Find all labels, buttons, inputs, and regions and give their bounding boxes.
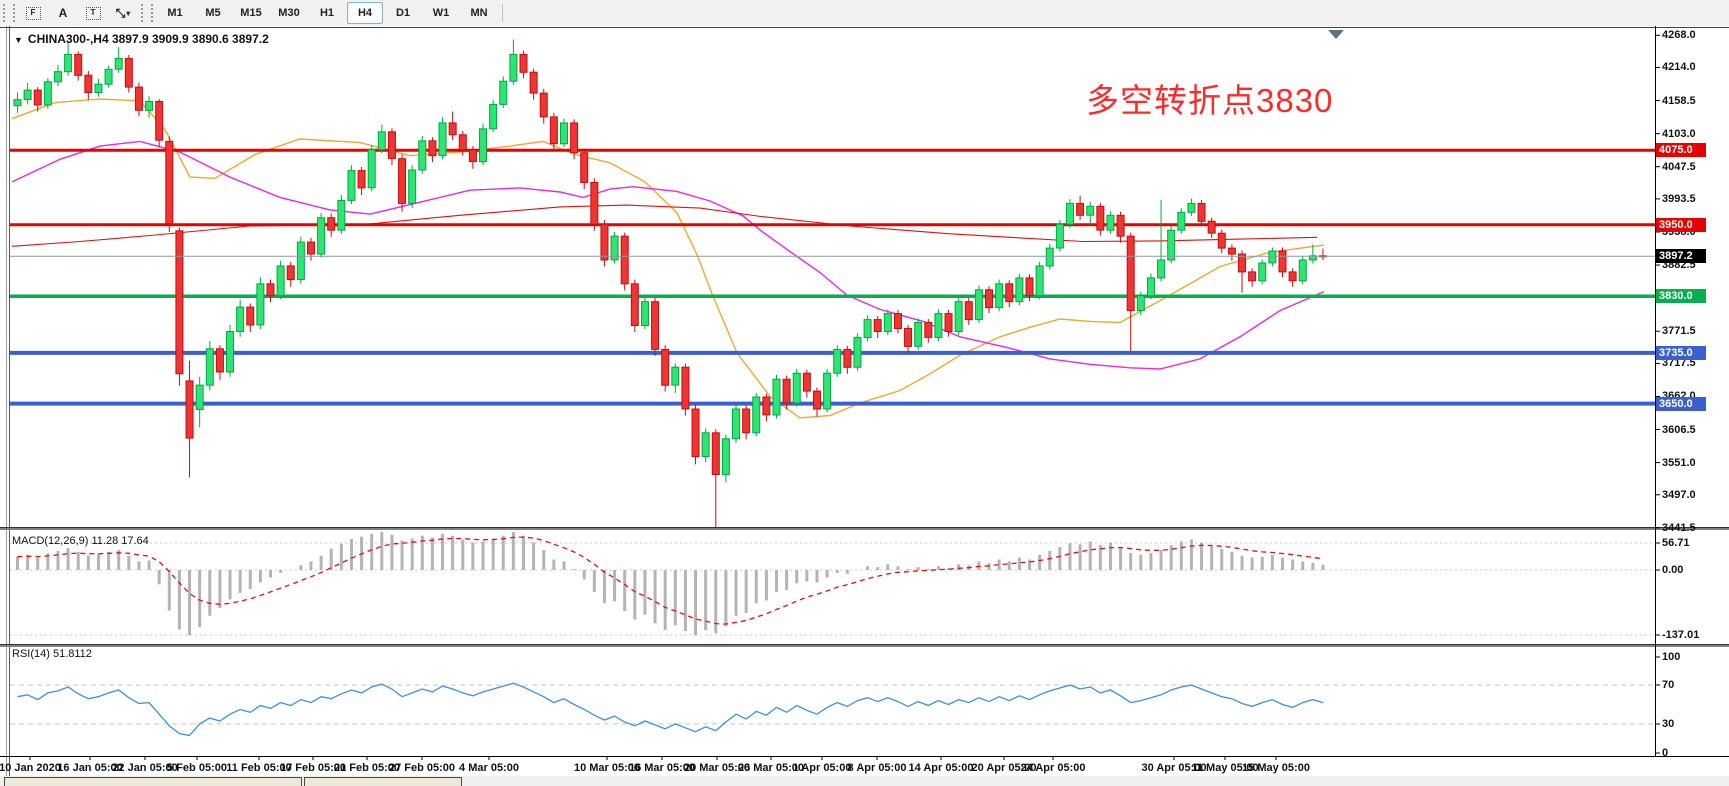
time-axis-label: 14 Apr 05:00	[908, 762, 974, 774]
text-box-icon[interactable]: T	[80, 2, 106, 24]
timeframe-button-m1[interactable]: M1	[167, 7, 183, 19]
level-badge: 3950.0	[1656, 218, 1706, 232]
time-axis-label: 11 Feb 05:00	[226, 762, 292, 774]
price-tick: 4047.5	[1662, 160, 1696, 173]
time-axis-label: 16 Mar 05:00	[628, 762, 696, 774]
timeframe-buttons: M1 M5 M15 M30 H1 H4 D1 W1 MN	[156, 2, 498, 24]
time-axis-label: 16 Jan 05:00	[57, 762, 123, 774]
time-axis-label: 30 Apr 05:00	[1141, 762, 1207, 774]
chart-title: ▼ CHINA300-,H4 3897.9 3909.9 3890.6 3897.…	[14, 32, 269, 46]
chart-canvas[interactable]	[0, 26, 1729, 786]
time-axis-label: 10 Mar 05:00	[573, 762, 641, 774]
current-price-badge: 3897.2	[1656, 249, 1706, 263]
price-tick: 4103.0	[1662, 127, 1696, 140]
toolbar-separator	[502, 4, 503, 22]
time-axis-label: 4 Mar 05:00	[459, 762, 519, 774]
toolbar-icons: F A T ⤡ ▾	[18, 2, 138, 24]
price-tick: 3771.5	[1662, 325, 1696, 338]
macd-tick: 0.00	[1662, 564, 1684, 576]
toolbar: F A T ⤡ ▾ M1 M5 M15 M30 H1 H4 D1 W1 MN	[0, 0, 1729, 27]
time-axis-label: 26 Mar 05:00	[737, 762, 805, 774]
price-tick: 3441.5	[1662, 521, 1696, 534]
macd-indicator-label: MACD(12,26,9) 11.28 17.64	[12, 535, 149, 547]
time-axis-label: 17 Feb 05:00	[279, 762, 347, 774]
timeframe-button-h1[interactable]: H1	[319, 7, 335, 19]
ma-orange	[11, 98, 1325, 419]
macd-tick: -137.01	[1662, 629, 1700, 641]
time-axis-label: 11 May 05:00	[1191, 762, 1259, 774]
time-axis-label: 1 Apr 05:00	[792, 762, 852, 774]
timeframe-group-drag-handle[interactable]	[141, 4, 153, 22]
price-tick: 4214.0	[1662, 61, 1696, 74]
cursor-arrows-icon[interactable]: ⤡ ▾	[115, 5, 131, 20]
price-tick: 4268.0	[1662, 29, 1696, 42]
rsi-tick: 0	[1662, 747, 1669, 759]
level-badge: 3735.0	[1656, 346, 1706, 360]
time-axis-label: 24 Apr 05:00	[1020, 762, 1086, 774]
level-badge: 4075.0	[1656, 143, 1706, 157]
timeframe-button-d1[interactable]: D1	[395, 7, 411, 19]
chart-title-text: CHINA300-,H4 3897.9 3909.9 3890.6 3897.2	[27, 32, 269, 46]
time-axis-label: 22 Jan 05:00	[112, 762, 178, 774]
minimized-chart-window[interactable]	[304, 777, 462, 786]
ma-red	[11, 204, 1318, 247]
time-axis-label: 27 Feb 05:00	[388, 762, 456, 774]
rsi-indicator-label: RSI(14) 51.8112	[12, 648, 92, 660]
level-badge: 3830.0	[1656, 289, 1706, 303]
timeframe-button-mn[interactable]: MN	[470, 7, 488, 19]
minimized-windows-strip	[0, 776, 1729, 786]
macd-tick: 56.71	[1662, 537, 1690, 549]
rsi-tick: 70	[1662, 679, 1675, 691]
time-axis-label: 5 Feb 05:00	[167, 762, 227, 774]
text-label-icon[interactable]: A	[58, 6, 68, 20]
minimized-chart-window[interactable]	[4, 777, 302, 786]
price-tick: 3551.0	[1662, 456, 1696, 469]
price-tick: 3606.5	[1662, 423, 1696, 436]
rsi-tick: 30	[1662, 718, 1675, 730]
time-axis-label: 8 Apr 05:00	[847, 762, 907, 774]
price-tick: 4158.5	[1662, 94, 1696, 107]
chart-annotation: 多空转折点3830	[1086, 82, 1334, 119]
timeframe-button-w1[interactable]: W1	[432, 7, 450, 19]
chart-window[interactable]: ▼ CHINA300-,H4 3897.9 3909.9 3890.6 3897.…	[0, 26, 1729, 786]
rsi-line	[17, 682, 1324, 737]
price-tick: 3717.5	[1662, 357, 1696, 370]
timeframe-button-m5[interactable]: M5	[205, 7, 221, 19]
timeframe-button-m15[interactable]: M15	[240, 7, 262, 19]
time-axis-label: 15 May 05:00	[1242, 762, 1310, 774]
time-axis-label: 20 Mar 05:00	[683, 762, 751, 774]
timeframe-button-h4[interactable]: H4	[347, 2, 383, 24]
price-tick: 3497.0	[1662, 488, 1696, 501]
scroll-end-marker-icon	[1328, 30, 1344, 39]
timeframe-button-m30[interactable]: M30	[278, 7, 300, 19]
rsi-tick: 100	[1662, 651, 1681, 663]
level-badge: 3650.0	[1656, 397, 1706, 411]
indicators-grid-f-icon[interactable]: F	[20, 2, 46, 24]
time-axis-label: 21 Feb 05:00	[333, 762, 401, 774]
dropdown-arrow-icon[interactable]: ▾	[126, 8, 131, 18]
toolbar-drag-handle[interactable]	[3, 4, 15, 22]
time-axis-label: 20 Apr 05:00	[971, 762, 1037, 774]
ma-magenta	[11, 140, 1325, 370]
symbol-dropdown-icon[interactable]: ▼	[14, 35, 23, 45]
price-tick: 3993.5	[1662, 192, 1696, 205]
time-axis-label: 10 Jan 2020	[0, 762, 61, 774]
macd-signal-line	[17, 536, 1324, 625]
